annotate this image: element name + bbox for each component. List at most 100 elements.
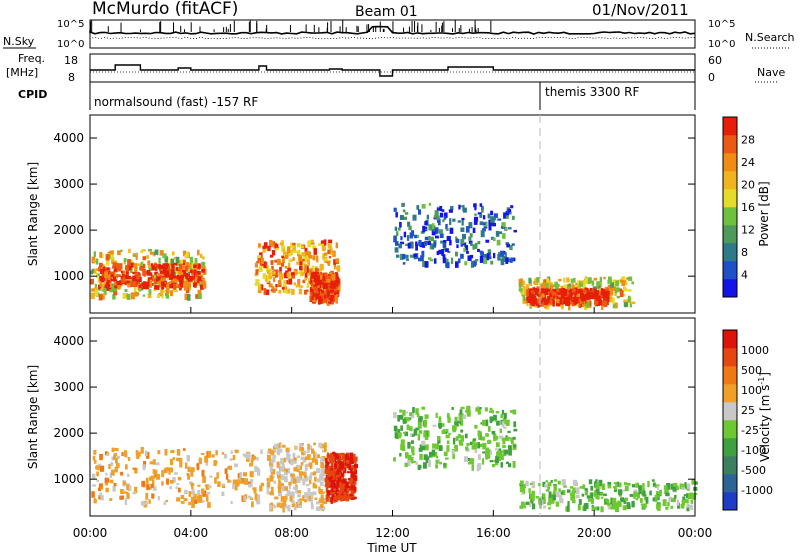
echo-cell bbox=[691, 492, 696, 498]
echo-cell bbox=[167, 281, 171, 288]
echo-cell bbox=[489, 460, 494, 463]
echo-cell bbox=[493, 252, 496, 259]
echo-cell bbox=[205, 460, 209, 466]
echo-cell bbox=[562, 277, 566, 283]
y-tick-label: 2000 bbox=[53, 426, 84, 440]
echo-cell bbox=[114, 273, 119, 279]
y-tick-label: 3000 bbox=[53, 380, 84, 394]
echo-cell bbox=[163, 501, 167, 505]
echo-cell bbox=[420, 255, 424, 262]
echo-cell bbox=[334, 294, 338, 301]
echo-cell bbox=[407, 454, 412, 462]
echo-cell bbox=[289, 495, 293, 502]
echo-cell bbox=[246, 457, 250, 462]
echo-cell bbox=[502, 222, 506, 228]
echo-cell bbox=[511, 215, 515, 220]
echo-cell bbox=[572, 479, 577, 486]
echo-cell bbox=[346, 485, 350, 493]
echo-cell bbox=[512, 409, 517, 415]
echo-cell bbox=[180, 495, 185, 500]
echo-cell bbox=[556, 491, 560, 498]
echo-cell bbox=[133, 287, 137, 293]
echo-cell bbox=[405, 243, 409, 247]
echo-cell bbox=[105, 487, 109, 493]
echo-cell bbox=[479, 407, 482, 410]
echo-cell bbox=[547, 276, 551, 280]
echo-cell bbox=[284, 486, 289, 491]
echo-cell bbox=[343, 491, 347, 496]
echo-cell bbox=[482, 451, 486, 454]
echo-cell bbox=[291, 491, 295, 496]
echo-cell bbox=[256, 457, 259, 461]
echo-cell bbox=[422, 225, 426, 233]
beam-title: Beam 01 bbox=[355, 4, 418, 20]
echo-cell bbox=[397, 432, 402, 437]
echo-cell bbox=[283, 457, 287, 463]
echo-cell bbox=[327, 249, 331, 255]
echo-cell bbox=[115, 457, 118, 464]
echo-cell bbox=[270, 289, 275, 292]
echo-cell bbox=[566, 277, 570, 283]
echo-cell bbox=[285, 469, 290, 473]
echo-cell bbox=[329, 475, 332, 483]
echo-cell bbox=[196, 463, 200, 471]
echo-cell bbox=[327, 472, 331, 478]
echo-cell bbox=[480, 251, 484, 258]
echo-cell bbox=[287, 267, 292, 272]
echo-cell bbox=[93, 499, 97, 504]
echo-cell bbox=[130, 292, 135, 300]
echo-cell bbox=[164, 270, 170, 278]
echo-cell bbox=[441, 430, 446, 435]
echo-cell bbox=[466, 457, 471, 462]
echo-cell bbox=[288, 262, 291, 268]
echo-cell bbox=[239, 479, 243, 484]
echo-cell bbox=[157, 450, 161, 455]
echo-cell bbox=[224, 468, 228, 475]
echo-cell bbox=[455, 236, 458, 239]
echo-cell bbox=[415, 427, 420, 431]
colorbar-frame bbox=[722, 329, 738, 511]
echo-cell bbox=[466, 443, 470, 446]
echo-cell bbox=[302, 279, 306, 284]
echo-cell bbox=[616, 296, 620, 299]
colorbar-tick-label: 500 bbox=[741, 364, 762, 377]
echo-cell bbox=[190, 467, 195, 473]
echo-cell bbox=[271, 449, 275, 456]
echo-cell bbox=[542, 505, 547, 509]
echo-cell bbox=[649, 490, 652, 496]
echo-cell bbox=[507, 430, 511, 434]
echo-cell bbox=[280, 457, 284, 465]
echo-cell bbox=[612, 503, 617, 510]
echo-cell bbox=[232, 483, 236, 490]
echo-cell bbox=[206, 491, 211, 495]
echo-cell bbox=[475, 407, 479, 412]
echo-cell bbox=[503, 426, 507, 429]
echo-cell bbox=[475, 242, 478, 249]
echo-cell bbox=[100, 486, 104, 490]
echo-cell bbox=[621, 276, 626, 280]
echo-cell bbox=[113, 269, 117, 272]
echo-cell bbox=[460, 205, 463, 208]
echo-cell bbox=[139, 267, 144, 271]
echo-cell bbox=[110, 279, 115, 282]
echo-cell bbox=[406, 417, 410, 422]
echo-cell bbox=[152, 486, 157, 491]
echo-cell bbox=[431, 223, 435, 229]
echo-cell bbox=[104, 451, 108, 456]
echo-cell bbox=[499, 428, 503, 434]
echo-cell bbox=[552, 491, 556, 497]
echo-cell bbox=[493, 414, 497, 420]
echo-cell bbox=[603, 493, 607, 497]
echo-cell bbox=[138, 285, 142, 288]
echo-cell bbox=[267, 451, 270, 454]
echo-cell bbox=[541, 288, 545, 296]
echo-cell bbox=[260, 482, 265, 487]
echo-cell bbox=[540, 300, 544, 307]
echo-cell bbox=[129, 267, 133, 274]
echo-cell bbox=[329, 452, 333, 458]
echo-cell bbox=[486, 253, 489, 261]
echo-cell bbox=[686, 493, 690, 499]
echo-cell bbox=[269, 463, 274, 467]
echo-cell bbox=[523, 288, 527, 296]
echo-cell bbox=[318, 272, 323, 279]
